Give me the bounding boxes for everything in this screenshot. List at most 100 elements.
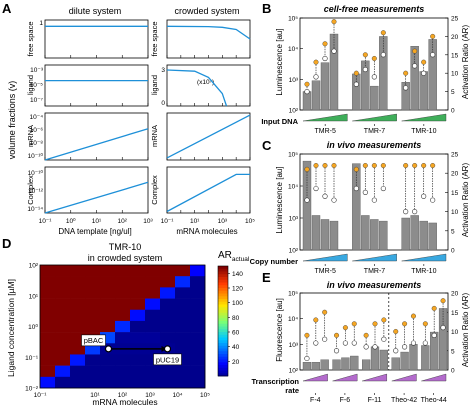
heatmap-cell bbox=[115, 265, 131, 277]
heatmap-cell bbox=[145, 309, 161, 322]
heatmap-cell bbox=[145, 365, 161, 378]
heatmap-cell bbox=[100, 354, 116, 366]
colorbar-segment bbox=[218, 367, 228, 371]
heatmap-cell bbox=[85, 265, 101, 277]
ar-max-point bbox=[351, 321, 357, 327]
heatmap-cell bbox=[85, 320, 101, 333]
y-right-tick-label: 0 bbox=[451, 248, 455, 255]
a-ytick: 10⁻⁵ bbox=[30, 82, 44, 89]
ar-actual-point bbox=[322, 55, 328, 62]
colorbar-segment bbox=[218, 365, 228, 369]
heatmap-cell bbox=[145, 332, 161, 344]
ar-max-point bbox=[371, 55, 377, 61]
bar bbox=[370, 346, 380, 371]
bar bbox=[401, 82, 410, 111]
heatmap-cell bbox=[175, 298, 191, 311]
e-ylabel-left: Fluorescence [au] bbox=[275, 298, 284, 362]
c-ylabel-right: Activation Ratio (AR) bbox=[461, 163, 470, 238]
heatmap-cell bbox=[40, 320, 56, 333]
d-pbac-point bbox=[104, 345, 113, 353]
colorbar-segment bbox=[218, 321, 228, 325]
a-xtick-label: 10⁻¹ bbox=[161, 218, 175, 225]
ar-actual-point bbox=[403, 209, 409, 215]
c-title: in vivo measurements bbox=[327, 140, 422, 150]
b-ylabel-right: Activation Ratio (AR) bbox=[461, 25, 470, 100]
y-right-tick-label: 0 bbox=[451, 108, 455, 115]
heatmap-cell bbox=[85, 309, 101, 322]
a-xtick-label: 10² bbox=[118, 218, 128, 225]
bar bbox=[311, 80, 321, 111]
heatmap-cell bbox=[70, 320, 86, 333]
ar-max-point bbox=[362, 163, 368, 169]
colorbar-segment bbox=[218, 293, 228, 297]
a-series-line bbox=[166, 114, 251, 159]
ar-actual-point bbox=[372, 344, 378, 350]
ar-actual-point bbox=[381, 336, 387, 342]
b-input-label: Input DNA bbox=[261, 117, 298, 126]
a-series-line bbox=[166, 173, 250, 213]
a-xtick-label: 10⁻¹ bbox=[39, 218, 53, 225]
y-right-tick-label: 5 bbox=[451, 348, 455, 355]
panel-e: E in vivo measurements Fluorescence [au]… bbox=[251, 270, 470, 404]
a-row-label: mRNA bbox=[26, 125, 35, 147]
a-xtick-label: 10⁰ bbox=[66, 217, 76, 225]
heatmap-cell bbox=[130, 276, 146, 288]
d-ylabel: Ligand concentration [µM] bbox=[6, 279, 16, 377]
input-ramp bbox=[302, 253, 348, 262]
a-ytick: 10⁻¹⁰ bbox=[28, 169, 44, 177]
ar-actual-point bbox=[371, 74, 377, 80]
ar-actual-point bbox=[430, 197, 436, 203]
colorbar-tick-label: 140 bbox=[232, 271, 243, 278]
heatmap-cell bbox=[70, 276, 86, 288]
colorbar-segment bbox=[218, 296, 228, 300]
a-xtick-label: 10³ bbox=[143, 218, 153, 225]
ar-actual-point bbox=[353, 185, 359, 192]
colorbar-segment bbox=[218, 345, 228, 349]
d-ytick-label: 10⁻² bbox=[25, 386, 39, 393]
d-ytick-label: 10¹ bbox=[29, 293, 39, 300]
heatmap-cell bbox=[40, 309, 56, 322]
colorbar-segment bbox=[218, 277, 228, 281]
bar bbox=[320, 62, 330, 111]
y-left-tick-label: 10³ bbox=[289, 342, 299, 349]
y-left-tick-label: 10⁴ bbox=[288, 46, 298, 53]
a-series-line bbox=[166, 69, 228, 107]
a-subplot-frame bbox=[44, 166, 149, 214]
col-title-dilute: dilute system bbox=[69, 6, 122, 16]
heatmap-cell bbox=[85, 287, 101, 299]
bar bbox=[419, 71, 428, 111]
colorbar-segment bbox=[218, 323, 228, 327]
heatmap-cell bbox=[55, 376, 71, 389]
colorbar-segment bbox=[218, 301, 228, 305]
colorbar-segment bbox=[218, 312, 228, 316]
heatmap-cell bbox=[175, 365, 191, 378]
heatmap-cell bbox=[145, 265, 161, 277]
d-xtick-label: 10⁻¹ bbox=[34, 392, 48, 399]
ar-max-point bbox=[393, 329, 399, 335]
bar bbox=[379, 36, 388, 111]
a-subplot-frame bbox=[44, 64, 149, 107]
heatmap-cell bbox=[40, 287, 56, 299]
a-series-line bbox=[44, 181, 149, 214]
ar-actual-point bbox=[333, 348, 340, 354]
d-ytick-label: 10² bbox=[29, 263, 39, 270]
heatmap-cell bbox=[55, 320, 71, 333]
b-ylabel-left: Luminescence [au] bbox=[275, 28, 284, 95]
heatmap-cell bbox=[40, 343, 56, 355]
colorbar-segment bbox=[218, 354, 228, 358]
col-title-crowded: crowded system bbox=[174, 6, 239, 16]
colorbar-segment bbox=[218, 307, 228, 311]
bar bbox=[302, 362, 312, 371]
ar-actual-point bbox=[440, 325, 446, 331]
panel-b-plot: 10² 10³ 10⁴ 10⁵ 0 5 10 15 20 25 TMR-5 TMR-7 TMR-10 bbox=[288, 16, 459, 136]
colorbar-segment bbox=[218, 337, 228, 341]
colorbar-segment bbox=[218, 359, 228, 363]
heatmap-cell bbox=[115, 287, 131, 299]
group-label: TMR-7 bbox=[364, 128, 385, 135]
group-label: F-11 bbox=[368, 397, 382, 404]
ar-actual-point bbox=[353, 81, 359, 87]
colorbar-segment bbox=[218, 370, 228, 374]
ar-actual-point bbox=[331, 197, 337, 203]
heatmap-cell bbox=[55, 265, 71, 277]
heatmap-cell bbox=[130, 354, 146, 366]
